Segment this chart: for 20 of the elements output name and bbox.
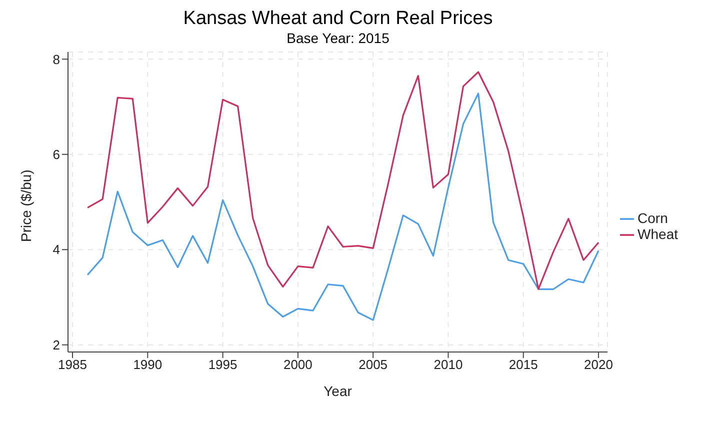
x-tick-label: 2005 [358,357,388,372]
y-tick-label: 6 [52,146,60,162]
x-tick-label: 2000 [283,357,312,372]
y-tick-label: 4 [52,242,60,258]
x-tick-label: 1985 [58,357,87,372]
chart-title: Kansas Wheat and Corn Real Prices [182,8,494,30]
legend-label: Wheat [638,226,678,242]
x-tick-label: 2015 [508,357,538,372]
line-series [86,92,600,321]
x-axis-title: Year [324,383,352,399]
x-tick-label: 1990 [133,357,162,372]
legend-label: Corn [638,210,668,226]
y-axis-title: Price ($/bu) [18,170,34,242]
y-tick-label: 8 [52,52,60,67]
x-tick-label: 2010 [434,357,463,372]
chart-subtitle: Base Year: 2015 [286,30,390,46]
line-series [86,71,600,290]
y-tick-label: 2 [52,337,60,352]
x-tick-label: 1995 [208,357,238,372]
x-tick-label: 2020 [584,357,613,372]
